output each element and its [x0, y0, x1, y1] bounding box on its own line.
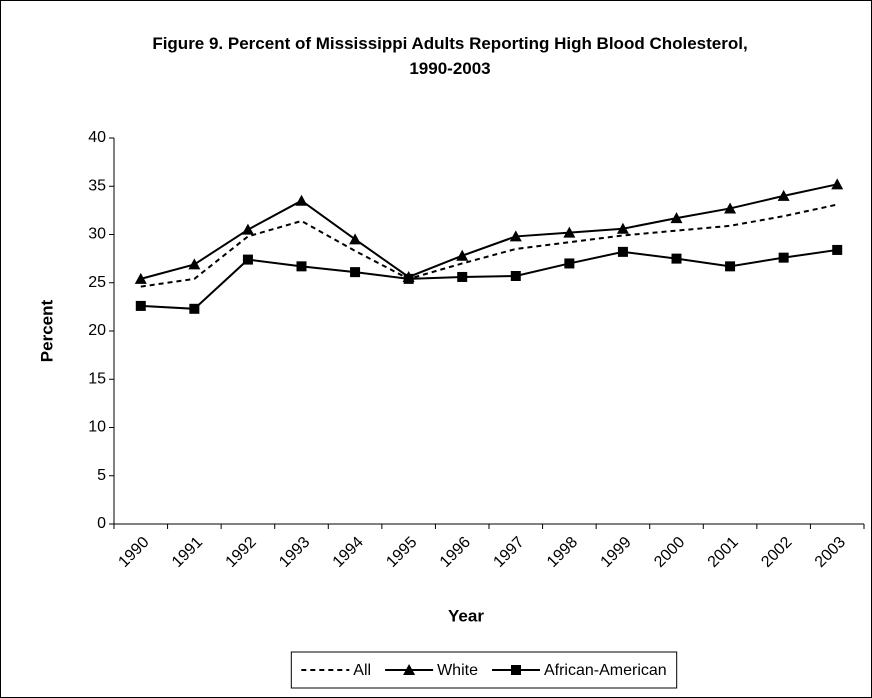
triangle-marker [563, 226, 576, 238]
triangle-marker [670, 212, 683, 224]
triangle-marker [349, 233, 362, 245]
square-marker [510, 665, 521, 675]
triangle-marker [724, 202, 737, 214]
y-tick-label: 30 [88, 226, 106, 243]
legend-label: All [353, 662, 371, 679]
y-tick-label: 5 [97, 467, 106, 484]
triangle-marker [831, 178, 844, 190]
legend-label: African-American [544, 662, 667, 679]
y-tick-label: 35 [88, 177, 106, 194]
square-marker [457, 271, 468, 282]
x-axis-label: Year [448, 606, 484, 625]
series-line [140, 248, 838, 310]
square-marker [671, 253, 682, 264]
y-tick-label: 15 [88, 370, 106, 387]
legend-label: White [437, 662, 478, 679]
y-tick-label: 0 [97, 515, 106, 532]
triangle-marker [295, 194, 308, 206]
square-marker [778, 252, 789, 263]
square-marker [832, 244, 843, 255]
legend-box [290, 651, 678, 689]
square-marker [403, 273, 414, 284]
square-marker [242, 254, 253, 265]
square-marker [189, 303, 200, 314]
triangle-marker [188, 258, 201, 270]
y-tick-label: 40 [88, 129, 106, 146]
square-marker [135, 300, 146, 311]
triangle-marker [777, 189, 790, 201]
square-marker [617, 246, 628, 257]
square-marker [564, 258, 575, 269]
triangle-marker [616, 222, 629, 234]
square-marker [296, 261, 307, 272]
triangle-marker [241, 223, 254, 235]
square-marker [510, 270, 521, 281]
legend: All White African-American [290, 651, 678, 689]
y-axis-label: Percent [37, 299, 56, 362]
y-tick-label: 10 [88, 419, 106, 436]
square-marker [725, 261, 736, 272]
series-line [140, 183, 838, 280]
y-tick-label: 20 [88, 322, 106, 339]
triangle-marker [509, 230, 522, 242]
triangle-marker [134, 272, 147, 284]
triangle-marker [456, 249, 469, 261]
y-tick-label: 25 [88, 274, 106, 291]
triangle-marker [403, 664, 416, 675]
chart-title: Figure 9. Percent of Mississippi Adults … [152, 34, 747, 78]
square-marker [350, 267, 361, 278]
